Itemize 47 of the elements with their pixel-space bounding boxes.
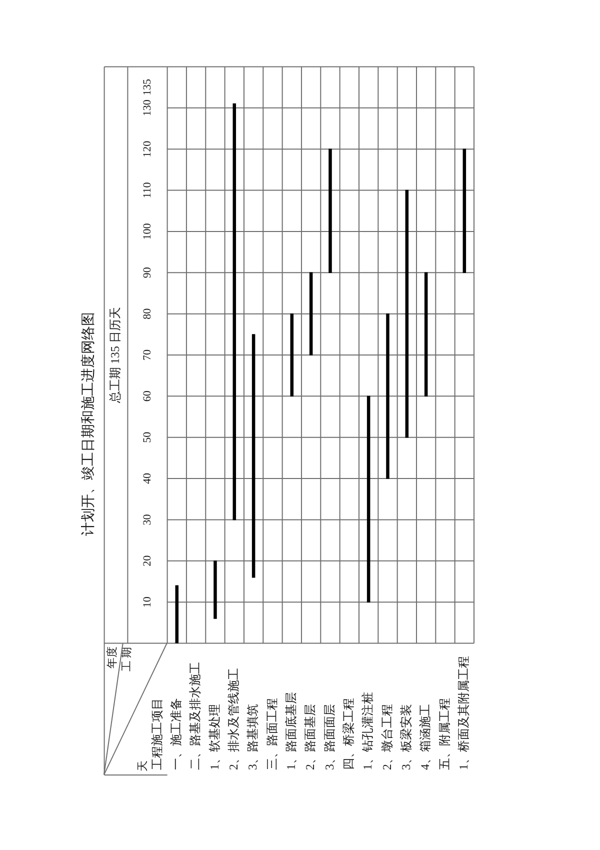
- x-tick-label: 一、施工准备: [169, 698, 184, 770]
- x-tick-label: 2、路面基层: [303, 704, 318, 770]
- bar: [386, 313, 390, 479]
- bar: [175, 585, 179, 644]
- x-tick-label: 1、钻孔灌注桩: [360, 692, 375, 770]
- text: 工程施工项目: [150, 698, 164, 770]
- bar: [290, 313, 294, 397]
- x-tick-label: 2、墩台工程: [380, 704, 394, 770]
- y-tick-label: 20: [141, 554, 154, 566]
- bar: [232, 103, 236, 520]
- x-tick-label: 四、桥梁工程: [342, 698, 356, 770]
- y-tick-label: 110: [141, 182, 154, 198]
- x-tick-label: 3、板梁安装: [399, 704, 414, 770]
- bar: [252, 334, 256, 578]
- x-tick-label: 4、箱涵施工: [418, 704, 432, 770]
- x-tick-label: 2、排水及管线施工: [226, 668, 241, 770]
- text: 总工期 135 日历天: [108, 307, 122, 404]
- y-tick-label: 10: [141, 596, 154, 608]
- bar: [424, 272, 428, 397]
- y-tick-label: 135: [141, 78, 154, 96]
- y-tick-label: 80: [141, 308, 154, 320]
- y-tick-label: 40: [141, 472, 154, 484]
- x-tick-label: 1、路面底基层: [284, 692, 298, 770]
- y-tick-label: 120: [141, 140, 154, 158]
- y-tick-label: 50: [141, 431, 154, 443]
- text: 计划开、竣工日期和施工进度网络图: [80, 312, 97, 536]
- bar: [405, 190, 409, 438]
- x-tick-label: 五、附属工程: [437, 698, 452, 770]
- x-tick-label: 1、软基处理: [207, 704, 222, 770]
- x-tick-label: 1、桥面及其附属工程: [456, 656, 471, 770]
- bar: [366, 396, 370, 602]
- y-tick-label: 100: [141, 222, 154, 240]
- y-tick-label: 130: [141, 99, 154, 116]
- bar: [328, 148, 332, 273]
- y-tick-label: 30: [141, 514, 154, 526]
- text: 年度: [105, 646, 118, 668]
- y-tick-label: 60: [141, 390, 154, 402]
- bar: [309, 272, 313, 356]
- y-tick-label: 90: [141, 266, 154, 278]
- bar: [462, 148, 466, 273]
- x-tick-label: 二、路基及排水施工: [188, 662, 202, 770]
- x-tick-label: 3、路面面层: [322, 704, 336, 770]
- x-tick-label: 三、路面工程: [264, 698, 279, 770]
- y-tick-label: 70: [141, 349, 154, 360]
- bar: [214, 560, 217, 619]
- x-tick-label: 3、路基填筑: [246, 704, 260, 770]
- text: 天: [136, 760, 149, 772]
